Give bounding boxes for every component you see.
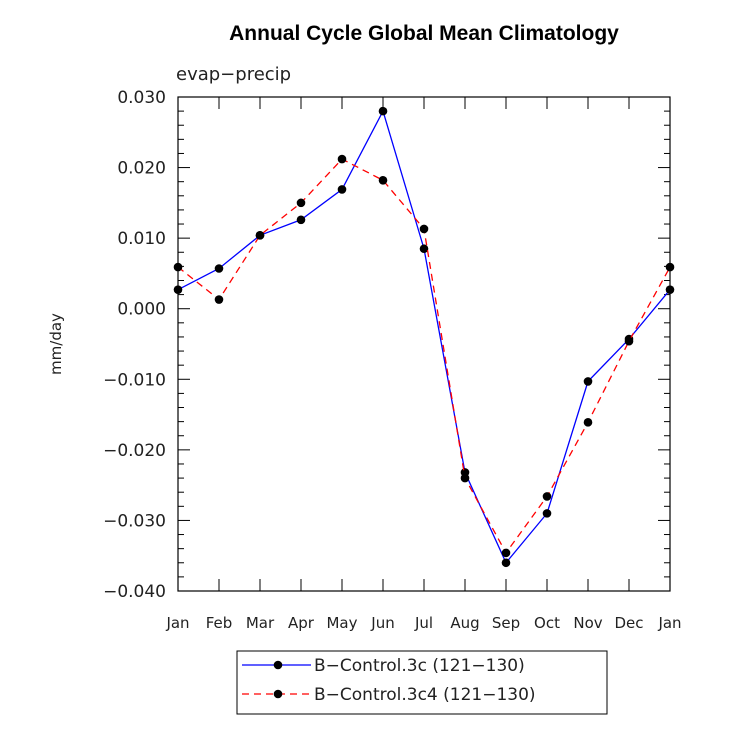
- series-point: [460, 473, 470, 483]
- series-point: [296, 198, 306, 208]
- series-point: [665, 262, 675, 272]
- y-tick-label: 0.000: [117, 300, 166, 320]
- series-point: [337, 185, 347, 194]
- axis-ticks: [177, 96, 671, 592]
- x-tick-label: Jun: [370, 614, 394, 632]
- x-tick-label: Nov: [573, 614, 602, 632]
- legend: B−Control.3c (121−130) B−Control.3c4 (121…: [242, 656, 536, 705]
- series-point: [542, 492, 552, 501]
- x-tick-label: Dec: [614, 614, 643, 632]
- series-point: [665, 285, 675, 294]
- series-point: [214, 295, 224, 304]
- y-tick-label: −0.040: [103, 582, 166, 602]
- series-point: [542, 509, 552, 518]
- series-point: [296, 215, 306, 225]
- legend-marker: [273, 660, 283, 670]
- series-point: [173, 262, 183, 272]
- y-tick-label: −0.020: [103, 441, 166, 461]
- series-point: [378, 106, 388, 116]
- plot-frame: [177, 96, 671, 592]
- series-point: [624, 336, 634, 346]
- x-tick-label: Apr: [288, 614, 315, 632]
- y-tick-label: −0.010: [103, 370, 166, 390]
- x-tick-label: Jul: [414, 614, 433, 632]
- series-point: [501, 558, 511, 568]
- series-point: [214, 264, 224, 273]
- series-point: [173, 285, 183, 294]
- legend-box: [236, 650, 608, 715]
- series-layer: [173, 106, 675, 568]
- y-tick-label: 0.030: [117, 88, 166, 108]
- x-tick-labels: Jan Feb Mar Apr May Jun Jul Aug Sep Oct Nov Dec Jan: [165, 614, 681, 632]
- legend-label: B−Control.3c (121−130): [314, 656, 525, 676]
- series-1: [173, 106, 675, 568]
- series-2: [173, 154, 675, 558]
- x-tick-label: May: [326, 614, 357, 632]
- x-tick-label: Feb: [206, 614, 233, 632]
- series-point: [255, 231, 265, 240]
- legend-label: B−Control.3c4 (121−130): [314, 685, 536, 705]
- series-point: [337, 154, 347, 164]
- x-tick-label: Sep: [492, 614, 520, 632]
- series-line: [177, 158, 671, 555]
- x-tick-label: Aug: [450, 614, 479, 632]
- chart-title: Annual Cycle Global Mean Climatology: [229, 22, 619, 45]
- y-tick-label: −0.030: [103, 511, 166, 531]
- legend-marker: [273, 689, 283, 699]
- series-point: [583, 418, 593, 427]
- y-tick-labels: 0.030 0.020 0.010 0.000 −0.010 −0.020 −0.030 −0…: [103, 88, 166, 602]
- series-point: [501, 548, 511, 558]
- series-point: [378, 175, 388, 185]
- x-tick-label: Jan: [165, 614, 189, 632]
- y-tick-label: 0.010: [117, 229, 166, 249]
- series-line: [177, 109, 671, 564]
- series-point: [419, 244, 429, 254]
- chart-subtitle: evap−precip: [176, 64, 291, 85]
- x-tick-label: Jan: [657, 614, 681, 632]
- series-point: [583, 377, 593, 386]
- y-axis-label: mm/day: [47, 313, 65, 375]
- x-tick-label: Oct: [534, 614, 560, 632]
- x-tick-label: Mar: [246, 614, 275, 632]
- series-point: [419, 224, 429, 234]
- y-tick-label: 0.020: [117, 159, 166, 179]
